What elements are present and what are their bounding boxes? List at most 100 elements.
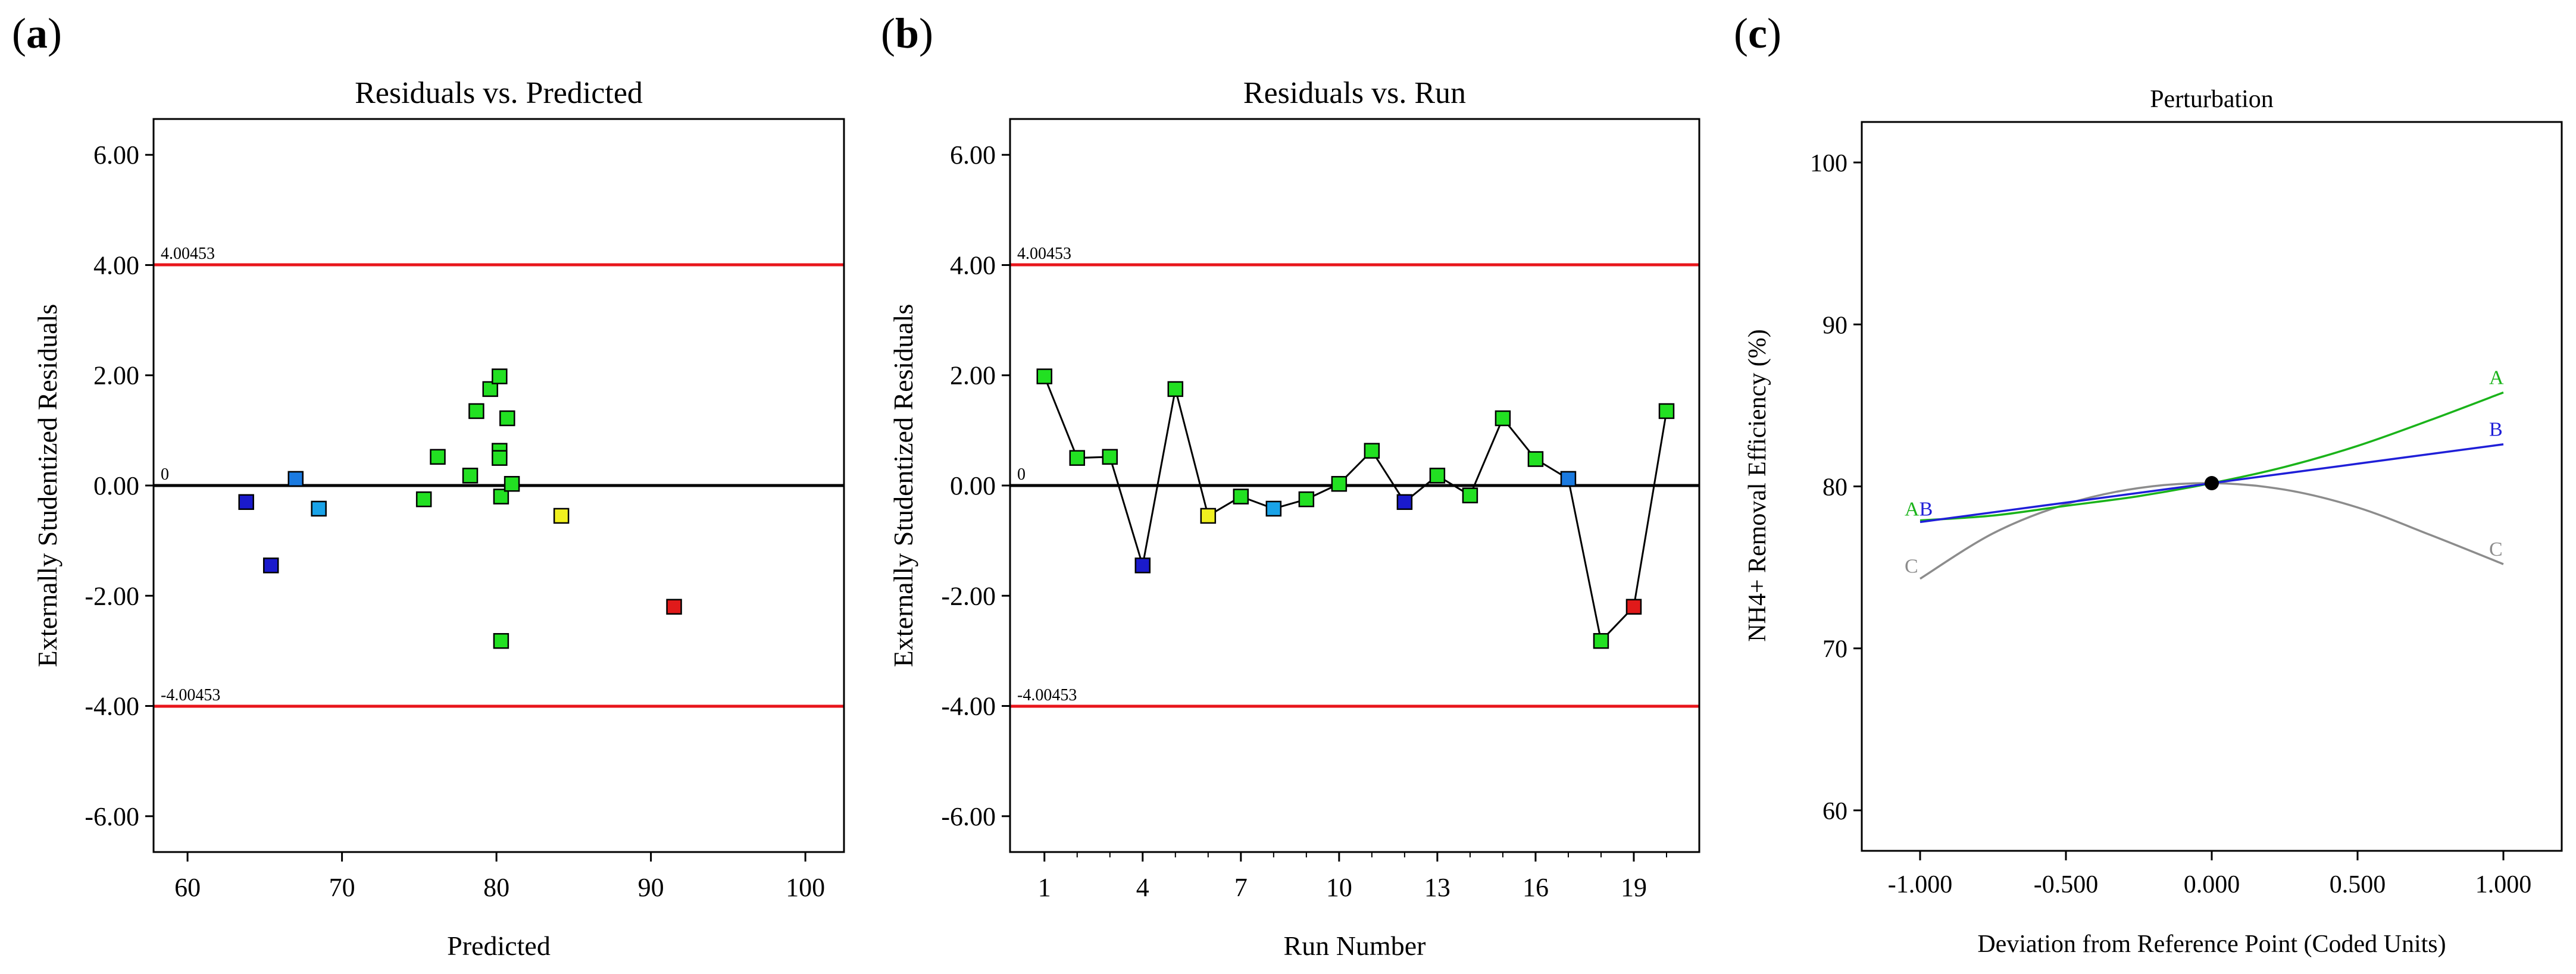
y-tick-label: 2.00 — [950, 361, 996, 390]
data-point-marker — [1396, 494, 1413, 511]
data-point-marker — [1298, 491, 1315, 508]
data-point-marker — [311, 500, 327, 517]
x-tick-label: 60 — [174, 873, 201, 902]
lower-limit-label: -4.00453 — [161, 686, 220, 704]
series-label-right-b: B — [2489, 419, 2503, 441]
panel-c-letter-text: c — [1748, 10, 1767, 57]
x-tick-label: 0.000 — [2184, 871, 2240, 898]
data-point-marker — [1429, 468, 1446, 484]
x-tick-label: 4 — [1136, 873, 1149, 902]
series-label-left-b: B — [1920, 499, 1933, 521]
data-point-marker — [666, 599, 682, 615]
series-label-right-a: A — [2489, 367, 2504, 389]
y-tick-label: 70 — [1822, 636, 1847, 663]
data-point-marker — [287, 471, 304, 487]
data-point-marker — [1560, 471, 1577, 487]
reference-point — [2205, 476, 2219, 491]
x-tick-label: 70 — [329, 873, 355, 902]
panel-a-y-axis-label: Externally Studentized Residuals — [32, 304, 62, 668]
y-tick-label: -2.00 — [941, 581, 996, 610]
x-tick-label: 16 — [1523, 873, 1549, 902]
x-tick-label: 7 — [1234, 873, 1248, 902]
data-point-marker — [1331, 475, 1348, 492]
y-tick-label: 4.00 — [93, 250, 139, 280]
panel-b-letter-text: b — [895, 10, 919, 57]
curve-c — [1920, 482, 2504, 580]
y-tick-label: 100 — [1810, 150, 1847, 177]
x-tick-label: 0.500 — [2330, 871, 2386, 898]
panel-b-title: Residuals vs. Run — [1243, 76, 1466, 110]
series-label-right-c: C — [2489, 538, 2503, 560]
upper-limit-label: 4.00453 — [161, 245, 215, 263]
panel-c-y-axis-label: NH4+ Removal Efficiency (%) — [1744, 329, 1771, 642]
panel-b-y-axis-label: Externally Studentized Residuals — [888, 304, 918, 668]
panel-b-x-axis-label: Run Number — [1284, 931, 1426, 961]
data-point-marker — [1200, 508, 1217, 524]
data-point-marker — [1036, 368, 1053, 384]
data-point-marker — [1462, 487, 1478, 503]
y-tick-label: 6.00 — [93, 140, 139, 170]
data-point-marker — [415, 491, 432, 508]
series-label-left-ab: AB — [1905, 499, 1933, 521]
data-point-marker — [492, 450, 508, 466]
data-point-marker — [1167, 381, 1184, 397]
y-tick-label: 4.00 — [950, 250, 996, 280]
panel-c-letter: (c) — [1734, 10, 1781, 57]
zero-label: 0 — [1017, 465, 1026, 484]
y-tick-label: 6.00 — [950, 140, 996, 170]
panel-a-title: Residuals vs. Predicted — [355, 76, 643, 110]
x-tick-label: 80 — [483, 873, 509, 902]
zero-label: 0 — [161, 465, 169, 484]
panel-c: (c) Perturbation 60 70 80 90 100 -1.000 -0.500… — [1734, 10, 2563, 958]
x-tick-label: 90 — [638, 873, 664, 902]
x-tick-label: 1 — [1038, 873, 1051, 902]
series-label-left-c: C — [1905, 556, 1918, 578]
y-tick-label: -6.00 — [941, 802, 996, 831]
data-point-marker — [1527, 451, 1544, 467]
data-point-marker — [1134, 558, 1151, 574]
panel-a: (a) Residuals vs. Predicted 6.00 4.00 2.00… — [12, 10, 845, 961]
y-tick-label: 90 — [1822, 312, 1847, 339]
data-point-marker — [493, 632, 509, 649]
panel-c-title: Perturbation — [2150, 86, 2274, 113]
x-tick-label: 1.000 — [2475, 871, 2532, 898]
data-point-marker — [1593, 632, 1609, 649]
data-point-marker — [482, 381, 498, 397]
lower-limit-label: -4.00453 — [1017, 686, 1077, 704]
x-tick-label: 10 — [1326, 873, 1352, 902]
panel-a-letter-text: a — [26, 10, 48, 57]
data-point-marker — [1658, 403, 1675, 419]
panel-b-plot-frame — [1009, 118, 1700, 853]
panel-a-letter: (a) — [12, 10, 62, 57]
panel-a-x-axis-label: Predicted — [447, 931, 551, 961]
y-tick-label: 0.00 — [950, 471, 996, 500]
upper-limit-label: 4.00453 — [1017, 245, 1071, 263]
y-tick-label: 0.00 — [93, 471, 139, 500]
data-point-marker — [553, 508, 570, 524]
run-line — [1043, 376, 1668, 643]
panel-b-letter: (b) — [881, 10, 933, 57]
data-point-marker — [462, 468, 479, 484]
data-point-marker — [492, 368, 508, 384]
y-tick-label: 60 — [1822, 798, 1847, 825]
data-point-marker — [1102, 449, 1118, 465]
panel-c-x-axis-label: Deviation from Reference Point (Coded Un… — [1977, 931, 2446, 958]
data-point-marker — [499, 410, 515, 427]
data-point-marker — [262, 558, 279, 574]
panel-b: (b) Residuals vs. Run 6.00 4.00 2.00 0.00 -2… — [881, 10, 1700, 961]
data-point-marker — [1364, 443, 1380, 459]
y-tick-label: -2.00 — [85, 581, 139, 610]
data-point-marker — [1265, 500, 1282, 517]
data-point-marker — [504, 475, 520, 492]
x-tick-label: 19 — [1621, 873, 1647, 902]
panel-c-plot-frame — [1861, 121, 2563, 852]
y-tick-label: -4.00 — [941, 692, 996, 721]
data-point-marker — [1495, 410, 1511, 427]
data-point-marker — [1069, 450, 1086, 466]
panel-b-plot-content: 6.00 4.00 2.00 0.00 -2.00 -4.00 -6.00 1 4 7 10 13 16… — [941, 140, 1699, 902]
panel-a-plot-frame — [152, 118, 845, 853]
series-label-left-a: A — [1905, 499, 1920, 521]
y-tick-label: -6.00 — [85, 802, 139, 831]
